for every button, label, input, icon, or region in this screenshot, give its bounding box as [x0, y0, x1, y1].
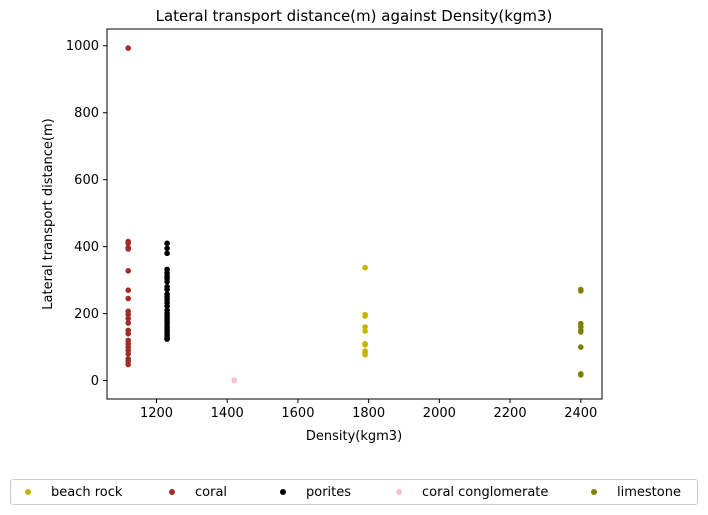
y-tick-label: 600 [74, 173, 99, 188]
x-tick-label: 1600 [281, 406, 314, 421]
data-point [362, 324, 368, 330]
legend-marker [591, 489, 597, 495]
y-tick-label: 400 [74, 240, 99, 255]
legend-item: coral [169, 480, 227, 504]
y-tick-label: 800 [74, 106, 99, 121]
data-point [164, 240, 170, 247]
data-point [125, 330, 131, 337]
y-tick-label: 0 [91, 374, 99, 389]
data-point [578, 288, 584, 294]
data-point [125, 351, 131, 357]
legend-marker [396, 489, 402, 495]
data-point [362, 352, 368, 358]
legend-label: coral [195, 484, 228, 500]
data-point [231, 377, 238, 384]
legend-label: porites [306, 484, 352, 500]
plot-axes: 1200 1400 1600 1800 2000 2200 2400 0 200 400 600 80… [66, 28, 603, 421]
scatter-chart: Lateral transport distance(m) against De… [41, 7, 603, 444]
x-tick-label: 1800 [352, 406, 385, 421]
legend: beach rock coral porites coral conglomerate… [10, 479, 698, 505]
data-point [125, 240, 131, 247]
data-point [125, 320, 131, 326]
data-point [164, 286, 170, 293]
legend-item: coral conglomerate [396, 480, 548, 504]
data-point [362, 342, 368, 348]
data-point [125, 246, 131, 252]
data-point [164, 279, 170, 285]
data-point [164, 336, 170, 342]
data-point [164, 303, 170, 310]
legend-item: porites [280, 480, 351, 504]
data-point [578, 344, 584, 350]
data-point [125, 315, 131, 322]
y-axis-label: Lateral transport distance(m) [41, 118, 56, 309]
x-tick-label: 2000 [423, 406, 456, 421]
x-tick-label: 2200 [494, 406, 527, 421]
data-points [125, 45, 584, 384]
legend-marker [280, 489, 286, 495]
y-tick-label: 1000 [66, 39, 99, 54]
data-point [578, 329, 584, 335]
legend-marker [169, 489, 175, 495]
data-point [164, 245, 170, 252]
data-point [362, 264, 368, 271]
data-point [125, 311, 131, 318]
x-tick-label: 2400 [564, 406, 597, 421]
data-point [578, 372, 584, 378]
legend-label: limestone [617, 484, 681, 500]
x-tick-label: 1200 [140, 406, 173, 421]
legend-marker [25, 489, 31, 495]
data-point [362, 313, 368, 319]
legend-item: beach rock [25, 480, 122, 504]
y-tick-label: 200 [74, 307, 99, 322]
legend-item: limestone [591, 480, 681, 504]
legend-label: coral conglomerate [422, 484, 549, 500]
chart-title: Lateral transport distance(m) against De… [156, 7, 553, 25]
data-point [125, 45, 131, 51]
data-point [164, 250, 170, 257]
data-point [125, 268, 131, 274]
legend-label: beach rock [51, 484, 123, 500]
data-point [125, 361, 131, 368]
data-point [125, 295, 131, 302]
data-point [125, 287, 131, 294]
data-point [362, 328, 368, 334]
x-axis-label: Density(kgm3) [306, 429, 402, 444]
x-tick-label: 1400 [211, 406, 244, 421]
plot-frame [106, 28, 603, 400]
